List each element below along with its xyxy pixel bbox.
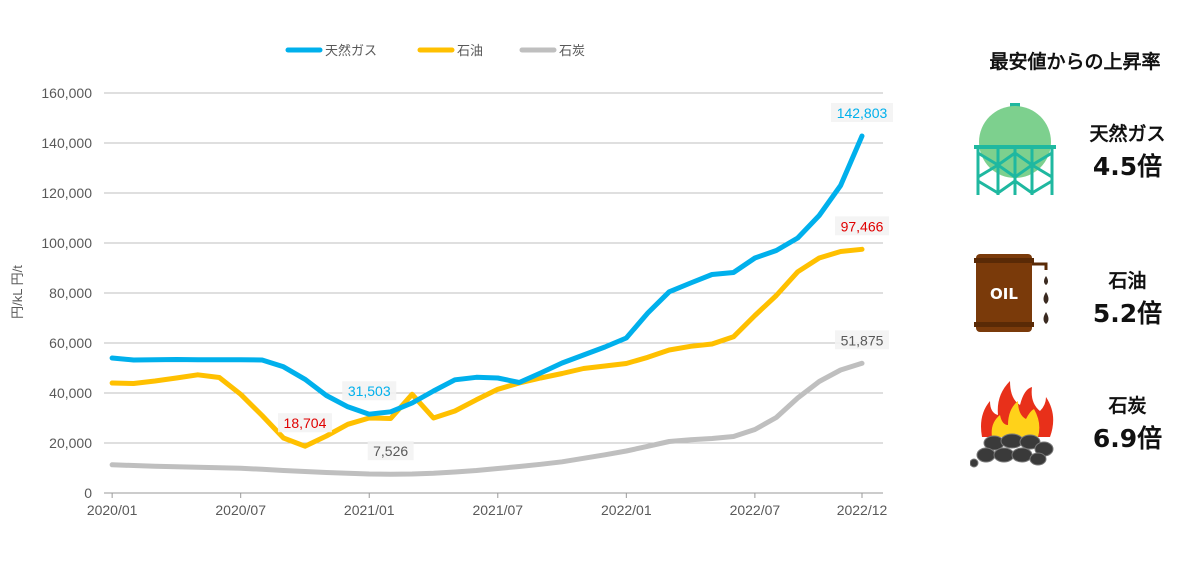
- burning-coal-icon: [970, 381, 1054, 468]
- y-tick-label: 80,000: [49, 285, 92, 301]
- oil-drum-icon: OIL: [974, 254, 1049, 332]
- chart-series: [109, 133, 865, 477]
- x-tick-label: 2022/07: [730, 502, 781, 518]
- legend-label: 天然ガス: [325, 43, 377, 59]
- y-tick-label: 0: [84, 485, 92, 501]
- oil-drum-label: OIL: [990, 285, 1018, 303]
- series-line: [109, 360, 865, 477]
- y-tick-label: 100,000: [41, 235, 92, 251]
- data-label: 142,803: [837, 105, 888, 121]
- legend-entry: 石油: [417, 44, 483, 59]
- fuel-ratio: 4.5倍: [1092, 152, 1163, 181]
- x-tick-label: 2022/01: [601, 502, 652, 518]
- data-label: 51,875: [841, 332, 884, 348]
- fuel-ratio: 5.2倍: [1092, 299, 1163, 328]
- y-tick-label: 40,000: [49, 385, 92, 401]
- data-label-bg: [342, 381, 397, 401]
- x-tick-label: 2022/12: [837, 502, 888, 518]
- legend-entry: 石炭: [519, 44, 585, 59]
- data-label: 18,704: [284, 415, 327, 431]
- y-tick-label: 160,000: [41, 85, 92, 101]
- y-tick-label: 20,000: [49, 435, 92, 451]
- data-label-bg: [835, 330, 890, 350]
- y-tick-label: 140,000: [41, 135, 92, 151]
- y-tick-label: 120,000: [41, 185, 92, 201]
- y-tick-label: 60,000: [49, 335, 92, 351]
- fuel-ratio: 6.9倍: [1092, 424, 1163, 453]
- x-tick-labels: 2020/01 2020/07 2021/01 2021/07 2022/01 2022/…: [87, 493, 888, 518]
- x-tick-label: 2021/01: [344, 502, 395, 518]
- data-label-bg: [831, 102, 894, 122]
- legend-label: 石炭: [559, 44, 585, 59]
- chart-grid: [104, 92, 883, 494]
- series-line: [109, 133, 865, 417]
- data-label-bg: [277, 413, 332, 433]
- data-label-bg: [367, 441, 414, 461]
- fuel-name: 石炭: [1108, 395, 1147, 417]
- x-tick-label: 2021/07: [472, 502, 523, 518]
- series-line: [109, 246, 865, 449]
- fuel-item-coal: 石炭 6.9倍: [960, 375, 1190, 485]
- data-label-bg: [835, 216, 890, 236]
- y-axis-label: 円/kL 円/t: [10, 265, 25, 319]
- data-label: 7,526: [373, 443, 408, 459]
- data-label: 97,466: [841, 218, 884, 234]
- legend-label: 石油: [457, 44, 483, 59]
- fuel-item-natural-gas: 天然ガス 4.5倍: [960, 103, 1190, 213]
- fuel-item-oil: OIL 石油 5.2倍: [960, 250, 1190, 360]
- chart-annotations: 142,803 31,503 97,466 18,704 51,875 7,526: [277, 102, 894, 461]
- fuel-name: 天然ガス: [1089, 123, 1166, 145]
- fuel-name: 石油: [1108, 270, 1147, 292]
- panel-title: 最安値からの上昇率: [989, 51, 1161, 73]
- y-tick-labels: 0 20,000 40,000 60,000 80,000 100,000 120,000 1…: [41, 85, 92, 501]
- data-label: 31,503: [348, 383, 391, 399]
- gas-tank-icon: [974, 103, 1056, 195]
- line-chart: 天然ガス 石油 石炭 0 20,000 40,000 60,000 80,000 100,00…: [10, 43, 894, 518]
- legend-entry: 天然ガス: [285, 43, 377, 59]
- chart-legend: 天然ガス 石油 石炭: [285, 43, 585, 59]
- x-tick-label: 2020/07: [215, 502, 266, 518]
- x-tick-label: 2020/01: [87, 502, 138, 518]
